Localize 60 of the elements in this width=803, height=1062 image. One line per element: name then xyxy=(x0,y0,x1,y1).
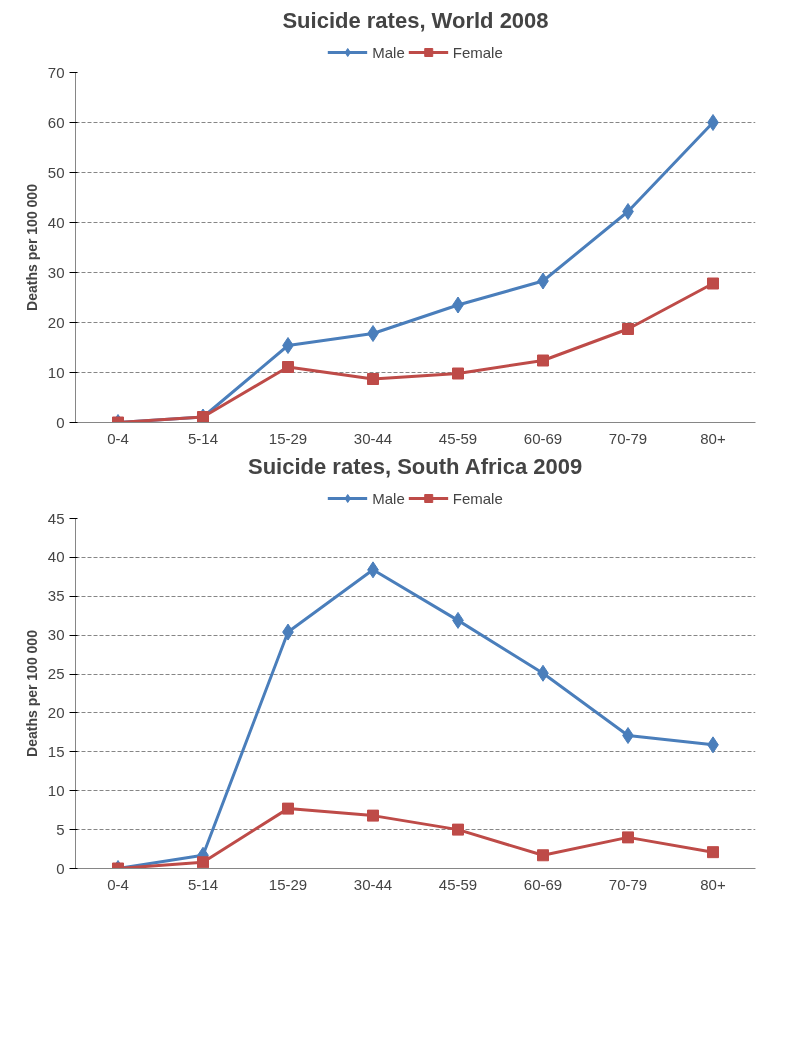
x-tick-label: 15-29 xyxy=(268,875,308,893)
point xyxy=(622,323,634,335)
y-tick-label: 40 xyxy=(47,548,65,566)
point xyxy=(282,802,294,815)
y-tick-label: 10 xyxy=(47,781,65,799)
x-tick-label: 30-44 xyxy=(353,429,393,447)
y-tick-label: 20 xyxy=(47,313,65,331)
y-axis-title: Deaths per 100 000 xyxy=(23,183,40,311)
point xyxy=(282,337,294,354)
y-tick-label: 35 xyxy=(47,587,65,605)
point xyxy=(707,277,719,290)
y-tick-label: 45 xyxy=(47,509,65,527)
y-axis-title: Deaths per 100 000 xyxy=(23,629,40,757)
point xyxy=(622,831,634,844)
point xyxy=(537,354,549,367)
legend-label: Female xyxy=(452,489,503,507)
x-tick-label: 45-59 xyxy=(438,875,478,893)
y-tick-label: 15 xyxy=(47,742,65,760)
x-tick-label: 30-44 xyxy=(353,875,393,893)
point xyxy=(282,361,294,373)
legend-label: Female xyxy=(452,43,503,61)
point xyxy=(622,727,634,744)
y-tick-label: 40 xyxy=(47,213,65,231)
x-tick-label: 80+ xyxy=(700,875,726,893)
y-tick-label: 25 xyxy=(47,665,65,683)
y-tick-label: 70 xyxy=(47,63,65,81)
point xyxy=(707,114,719,131)
y-tick-label: 0 xyxy=(56,859,65,877)
y-tick-label: 0 xyxy=(56,413,65,431)
chart-title: Suicide rates, World 2008 xyxy=(282,7,549,33)
x-tick-label: 45-59 xyxy=(438,429,478,447)
point xyxy=(452,823,464,836)
x-tick-label: 70-79 xyxy=(608,429,648,447)
point xyxy=(367,373,379,385)
point xyxy=(367,325,379,342)
y-tick-label: 30 xyxy=(47,263,65,281)
legend-label: Male xyxy=(372,43,405,61)
x-tick-label: 80+ xyxy=(700,429,726,447)
y-tick-label: 60 xyxy=(47,113,65,131)
x-tick-label: 0-4 xyxy=(107,875,129,893)
legend-label: Male xyxy=(372,489,405,507)
y-tick-label: 5 xyxy=(56,820,65,838)
x-tick-label: 70-79 xyxy=(608,875,648,893)
x-tick-label: 15-29 xyxy=(268,429,308,447)
x-tick-label: 60-69 xyxy=(523,875,563,893)
x-tick-label: 60-69 xyxy=(523,429,563,447)
x-tick-label: 5-14 xyxy=(187,429,219,447)
point xyxy=(622,203,634,220)
point xyxy=(707,846,719,859)
point xyxy=(537,849,549,862)
x-tick-label: 5-14 xyxy=(187,875,219,893)
y-tick-label: 10 xyxy=(47,363,65,381)
chart-title: Suicide rates, South Africa 2009 xyxy=(247,453,583,479)
y-tick-label: 50 xyxy=(47,163,65,181)
y-tick-label: 30 xyxy=(47,626,65,644)
point xyxy=(197,856,209,869)
point xyxy=(367,809,379,822)
y-tick-label: 20 xyxy=(47,703,65,721)
x-tick-label: 0-4 xyxy=(107,429,129,447)
point xyxy=(452,367,464,380)
